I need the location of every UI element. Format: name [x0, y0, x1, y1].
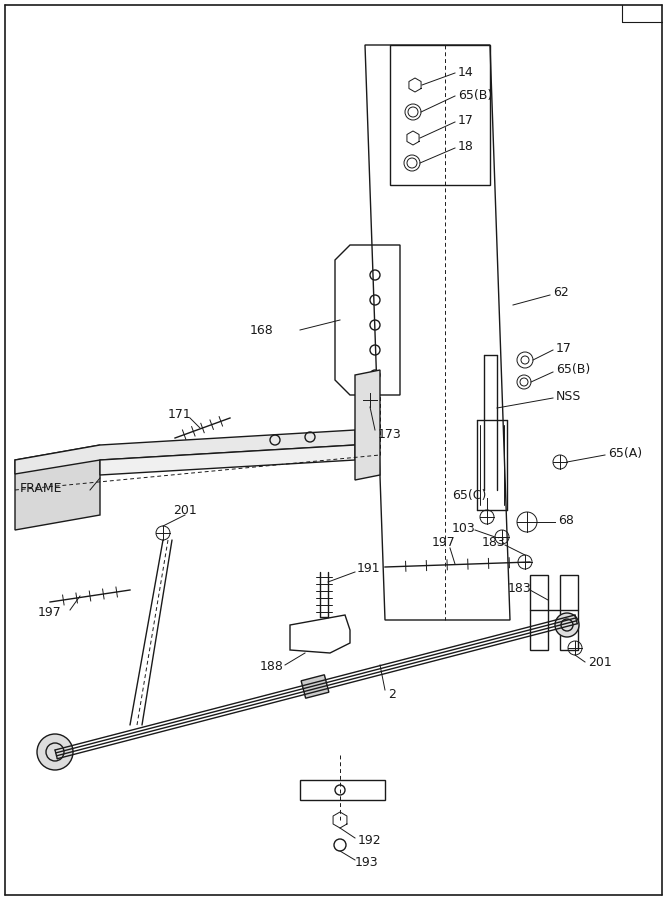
Text: 65(A): 65(A) — [608, 446, 642, 460]
Text: 173: 173 — [378, 428, 402, 442]
Text: 193: 193 — [355, 856, 379, 868]
Text: 68: 68 — [558, 514, 574, 526]
Text: 65(C): 65(C) — [452, 489, 486, 501]
Text: 197: 197 — [38, 606, 62, 618]
Polygon shape — [15, 445, 100, 530]
Circle shape — [555, 613, 579, 637]
Text: 65(B): 65(B) — [556, 364, 590, 376]
Text: 183: 183 — [482, 536, 506, 550]
Bar — [301, 675, 329, 698]
Text: 201: 201 — [588, 656, 612, 670]
Text: 17: 17 — [556, 341, 572, 355]
Text: 192: 192 — [358, 833, 382, 847]
Polygon shape — [100, 445, 355, 475]
Text: 171: 171 — [168, 409, 191, 421]
Text: FRAME: FRAME — [20, 482, 63, 494]
Text: 14: 14 — [458, 66, 474, 78]
Polygon shape — [15, 430, 355, 474]
Text: 103: 103 — [452, 521, 476, 535]
Text: 65(B): 65(B) — [458, 88, 492, 102]
Polygon shape — [355, 370, 380, 480]
Text: 191: 191 — [357, 562, 381, 575]
Text: 18: 18 — [458, 140, 474, 154]
Text: 183: 183 — [508, 581, 532, 595]
Circle shape — [37, 734, 73, 770]
Text: 62: 62 — [553, 285, 569, 299]
Text: 168: 168 — [250, 323, 273, 337]
Text: NSS: NSS — [556, 390, 582, 402]
Text: 197: 197 — [432, 536, 456, 550]
Text: 17: 17 — [458, 114, 474, 128]
Text: 188: 188 — [260, 661, 284, 673]
Text: 201: 201 — [173, 503, 197, 517]
Text: 2: 2 — [388, 688, 396, 701]
